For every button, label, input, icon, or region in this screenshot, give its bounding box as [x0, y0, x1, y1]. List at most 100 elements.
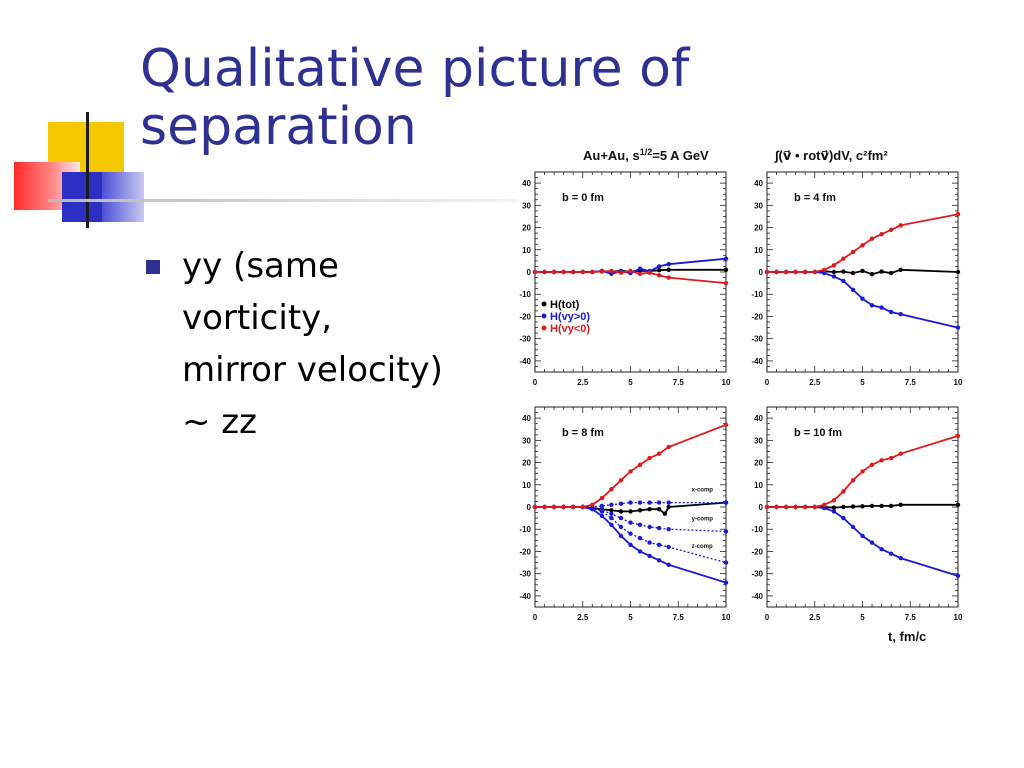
data-point-tot: [841, 269, 846, 274]
data-point-tot: [869, 272, 875, 277]
series-line-pos: [535, 506, 727, 564]
data-point-neg: [637, 271, 643, 276]
data-point-neg: [551, 269, 557, 275]
data-point-pos: [822, 505, 827, 511]
x-tick-label: 0: [533, 613, 538, 622]
series-line-neg: [535, 269, 727, 284]
data-point-pos: [656, 542, 662, 547]
data-point-pos: [609, 511, 614, 516]
data-point-pos: [647, 524, 652, 530]
y-tick-label: 10: [522, 481, 531, 490]
data-point-pos: [666, 562, 671, 567]
data-point-pos: [869, 540, 875, 545]
x-tick-label: 0: [765, 613, 770, 622]
data-point-neg: [898, 451, 903, 456]
y-tick-label: 20: [522, 224, 531, 233]
y-tick-label: -10: [519, 525, 531, 534]
x-tick-label: 0: [533, 378, 538, 387]
series-line-neg: [535, 423, 727, 508]
data-point-tot: [879, 503, 884, 509]
data-point-neg: [637, 462, 643, 467]
data-point-pos: [860, 296, 865, 301]
data-point-tot: [869, 503, 875, 509]
y-tick-label: 10: [522, 246, 531, 255]
data-point-neg: [783, 269, 789, 275]
data-point-neg: [532, 269, 538, 275]
data-point-pos: [723, 580, 729, 585]
data-point-tot: [723, 267, 729, 272]
data-point-pos: [628, 531, 633, 536]
data-point-neg: [764, 504, 770, 510]
y-tick-label: -10: [751, 290, 763, 299]
y-tick-label: 0: [527, 503, 532, 512]
data-point-pos: [831, 509, 837, 514]
data-point-pos: [860, 533, 865, 539]
data-point-neg: [666, 444, 671, 450]
data-point-pos: [850, 524, 856, 530]
data-point-tot: [628, 509, 633, 514]
legend-marker-pos: [541, 313, 547, 319]
y-tick-label: -20: [519, 547, 531, 556]
data-point-pos: [879, 547, 884, 552]
bullet-text: yy (same vorticity, mirror velocity) ~ z…: [182, 246, 443, 442]
data-point-neg: [628, 469, 633, 474]
x-tick-label: 0: [765, 378, 770, 387]
data-point-tot: [637, 508, 643, 513]
y-tick-label: -40: [751, 592, 763, 601]
data-point-neg: [580, 504, 585, 510]
data-point-neg: [898, 223, 903, 228]
data-point-neg: [609, 487, 614, 492]
data-point-pos: [666, 500, 671, 505]
data-point-pos: [723, 256, 729, 261]
x-tick-label: 5: [860, 378, 865, 387]
y-tick-label: -30: [751, 570, 763, 579]
data-point-neg: [783, 504, 789, 510]
data-point-pos: [831, 274, 837, 279]
data-point-pos: [637, 500, 643, 505]
data-point-pos: [647, 540, 652, 545]
data-point-neg: [869, 462, 875, 467]
decor-horizontal-line: [48, 199, 518, 202]
data-point-neg: [793, 269, 798, 275]
data-point-neg: [647, 270, 652, 275]
data-point-tot: [831, 269, 837, 275]
data-point-tot: [831, 505, 837, 510]
data-point-neg: [850, 478, 856, 483]
data-point-neg: [822, 267, 827, 272]
x-tick-label: 7.5: [905, 613, 917, 622]
data-point-neg: [955, 212, 961, 217]
data-point-pos: [656, 264, 662, 269]
decor-blue-square: [62, 172, 102, 222]
data-point-neg: [723, 422, 729, 427]
data-point-neg: [812, 504, 817, 510]
legend-marker-tot: [541, 301, 547, 307]
data-point-pos: [666, 262, 671, 267]
data-point-neg: [888, 227, 894, 232]
data-point-neg: [860, 243, 865, 248]
x-tick-label: 7.5: [905, 378, 917, 387]
x-tick-label: 10: [954, 378, 963, 387]
data-point-neg: [628, 268, 633, 274]
data-point-neg: [803, 504, 808, 510]
data-point-neg: [888, 455, 894, 461]
x-tick-label: 10: [722, 613, 731, 622]
data-point-tot: [662, 511, 668, 516]
y-tick-label: 40: [522, 179, 531, 188]
y-tick-label: 10: [754, 246, 763, 255]
data-point-neg: [831, 263, 837, 268]
y-tick-label: 40: [522, 414, 531, 423]
x-tick-label: 10: [722, 378, 731, 387]
chart-panel: 40 30 20 10 0 -10 -20 -30 -40 0 2.5 5 7.5 10 b = 0 fm H…: [519, 171, 731, 387]
decor-blue-gradient-square: [102, 172, 144, 222]
data-point-neg: [571, 504, 576, 510]
data-point-neg: [955, 433, 961, 439]
x-tick-label: 2.5: [577, 613, 589, 622]
component-label: x-comp: [692, 487, 714, 493]
x-tick-label: 5: [628, 378, 633, 387]
panel-label: b = 8 fm: [562, 427, 604, 439]
data-point-neg: [647, 455, 652, 461]
data-point-neg: [869, 236, 875, 241]
y-tick-label: 20: [754, 224, 763, 233]
data-point-tot: [860, 268, 865, 274]
data-point-neg: [599, 269, 605, 274]
